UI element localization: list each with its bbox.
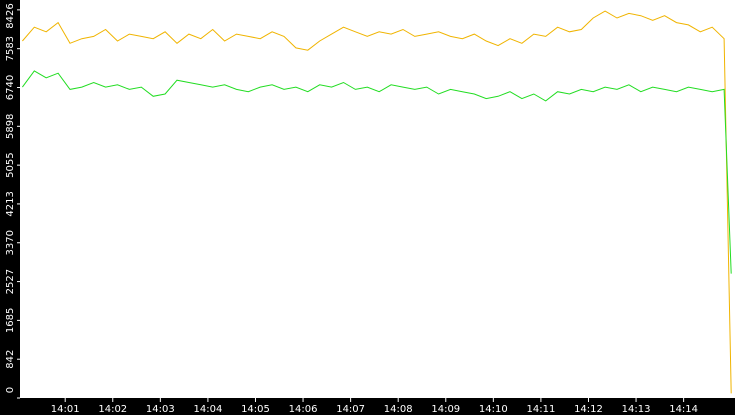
- y-tick-label: 5055: [5, 152, 16, 177]
- series-line: [21, 70, 732, 274]
- y-tick-label: 1685: [5, 308, 16, 333]
- x-tick-label: 14:06: [289, 404, 318, 415]
- y-tick-label: 8426: [5, 3, 16, 28]
- x-tick-label: 14:09: [431, 404, 460, 415]
- x-tick-label: 14:02: [98, 404, 127, 415]
- x-tick-label: 14:12: [574, 404, 603, 415]
- x-tick-label: 14:11: [526, 404, 555, 415]
- x-tick-label: 14:10: [479, 404, 508, 415]
- x-tick-label: 14:14: [669, 404, 698, 415]
- y-tick-label: 5898: [5, 114, 16, 139]
- series-line: [22, 10, 732, 394]
- y-tick-label: 6740: [5, 75, 16, 100]
- y-tick-label: 7583: [5, 36, 16, 61]
- x-tick-label: 14:04: [193, 404, 222, 415]
- y-axis-strip: [0, 0, 20, 415]
- x-tick-label: 14:05: [241, 404, 270, 415]
- x-axis-strip: [0, 398, 735, 415]
- y-tick-label: 2527: [5, 269, 16, 294]
- x-tick-label: 14:08: [384, 404, 413, 415]
- y-tick-label: 4213: [5, 191, 16, 216]
- y-tick-label: 842: [5, 350, 16, 369]
- x-tick-label: 14:03: [146, 404, 175, 415]
- x-tick-label: 14:13: [622, 404, 651, 415]
- x-tick-label: 14:07: [336, 404, 365, 415]
- y-tick-label: 0: [5, 387, 16, 393]
- x-tick-label: 14:01: [51, 404, 80, 415]
- y-tick-label: 3370: [5, 230, 16, 255]
